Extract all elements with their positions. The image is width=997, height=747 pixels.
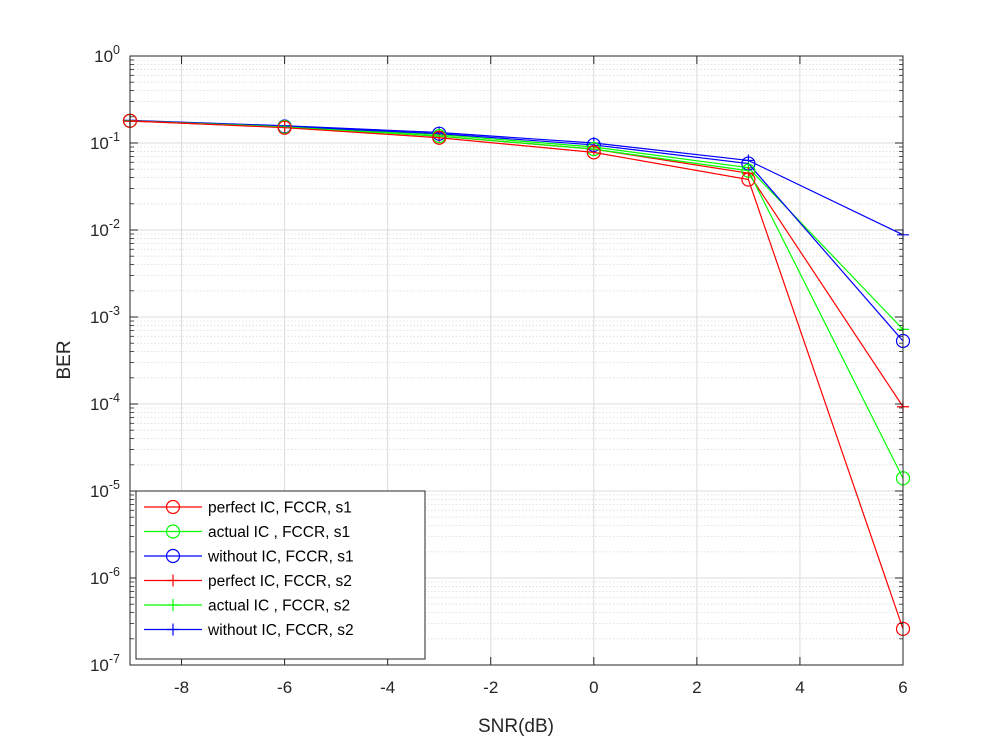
circle-marker [165, 499, 181, 515]
legend-label: actual IC , FCCR, s2 [208, 598, 350, 615]
legend-label: without IC, FCCR, s2 [207, 622, 354, 639]
circle-marker [277, 120, 292, 135]
legend-item: actual IC , FCCR, s2 [144, 598, 350, 615]
series-line [129, 120, 904, 630]
legend-label: perfect IC, FCCR, s2 [208, 573, 352, 590]
y-tick-label: 10-4 [90, 391, 120, 414]
legend-item: perfect IC, FCCR, s1 [144, 500, 352, 517]
circle-marker [165, 548, 181, 564]
circle-marker [586, 137, 601, 153]
x-tick-label: 6 [898, 678, 907, 697]
legend-item: actual IC , FCCR, s1 [144, 524, 350, 541]
y-axis-label: BER [54, 340, 75, 379]
x-tick-label: -6 [277, 678, 292, 697]
x-axis-label: SNR(dB) [478, 716, 554, 737]
circle-marker [586, 145, 601, 160]
series-line [129, 120, 904, 479]
x-tick-label: 0 [589, 678, 598, 697]
x-tick-label: -2 [483, 678, 498, 697]
minor-grid [130, 59, 903, 640]
y-tick-label: 100 [94, 43, 120, 66]
circle-marker [741, 156, 756, 171]
plus-marker [167, 623, 179, 636]
series-line [129, 119, 904, 236]
y-tick-label: 10-6 [90, 565, 120, 588]
circle-marker [586, 142, 601, 157]
y-tick-label: 10-3 [90, 304, 120, 327]
legend-label: without IC, FCCR, s1 [207, 549, 354, 566]
x-tick-label: 2 [692, 678, 701, 697]
legend: perfect IC, FCCR, s1 actual IC , FCCR, s1… [135, 490, 426, 660]
plus-marker [167, 599, 179, 611]
x-tick-label: 4 [795, 678, 804, 697]
tick-marks [130, 55, 904, 666]
y-tick-label: 10-7 [90, 652, 120, 675]
y-tick-label: 10-5 [90, 478, 120, 501]
x-tick-labels: -8 -6 -4 -2 0 2 4 6 [174, 678, 908, 697]
y-tick-label: 10-1 [90, 130, 120, 153]
legend-label: perfect IC, FCCR, s1 [208, 500, 352, 517]
x-tick-label: -4 [380, 678, 395, 697]
legend-item: without IC, FCCR, s1 [144, 549, 354, 566]
legend-label: actual IC , FCCR, s1 [208, 524, 350, 541]
y-tick-label: 10-2 [90, 217, 120, 240]
legend-item: perfect IC, FCCR, s2 [144, 573, 352, 590]
circle-marker [432, 130, 447, 145]
legend-item: without IC, FCCR, s2 [144, 622, 354, 639]
circle-marker [165, 524, 181, 539]
plot-frame [129, 55, 904, 666]
y-tick-labels: 100 10-1 10-2 10-3 10-4 10-5 10-6 10-7 [90, 43, 120, 675]
circle-marker [741, 163, 756, 178]
x-tick-label: -8 [174, 678, 189, 697]
series-layer [122, 113, 911, 636]
plus-marker [167, 574, 179, 587]
legend-box [135, 490, 426, 660]
circle-marker [741, 172, 756, 187]
